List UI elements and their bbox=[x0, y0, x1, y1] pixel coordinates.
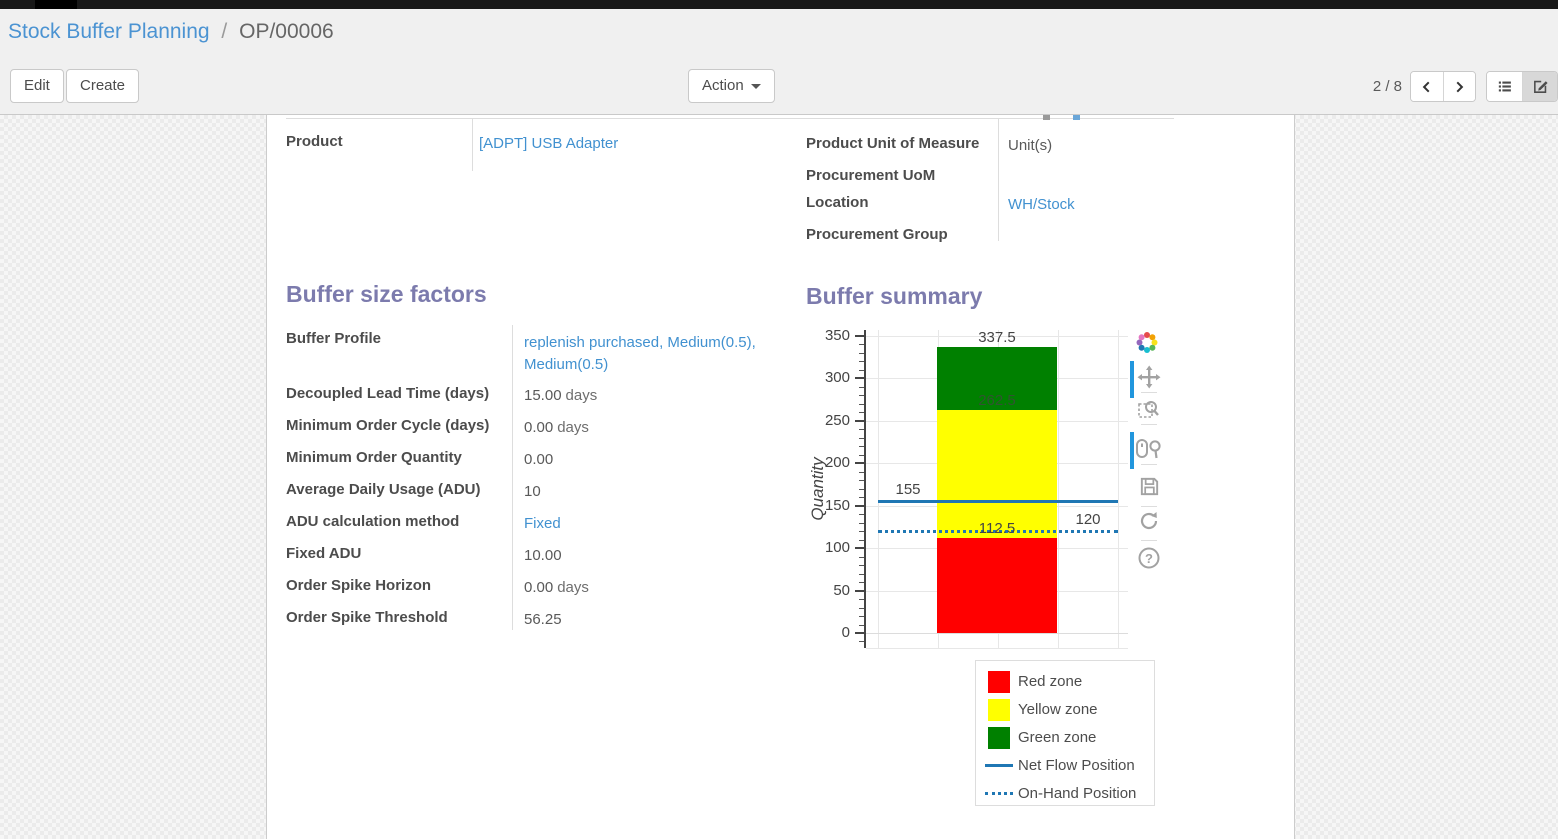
svg-text:?: ? bbox=[1145, 551, 1153, 566]
legend-on-hand-position-label[interactable]: On-Hand Position bbox=[1018, 785, 1137, 802]
chevron-right-icon bbox=[1457, 81, 1464, 92]
order-spike-threshold-label: Order Spike Threshold bbox=[286, 609, 448, 626]
reset-scale-icon bbox=[1140, 512, 1158, 530]
column-separator bbox=[512, 325, 513, 630]
zoom-in-out-button[interactable] bbox=[1135, 437, 1163, 461]
order-spike-horizon-label: Order Spike Horizon bbox=[286, 577, 432, 594]
legend-yellow-zone-swatch[interactable] bbox=[988, 699, 1010, 721]
location-value-link[interactable]: WH/Stock bbox=[1008, 196, 1075, 213]
fixed-adu-label: Fixed ADU bbox=[286, 545, 362, 562]
field-value-number: 0.00 bbox=[524, 579, 554, 596]
pager-next-button[interactable] bbox=[1442, 72, 1475, 101]
legend-red-zone-swatch[interactable] bbox=[988, 671, 1010, 693]
order-spike-threshold-value: 56.25 bbox=[524, 611, 562, 628]
chevron-left-icon bbox=[1422, 81, 1430, 92]
field-value-number: 15.00 bbox=[524, 387, 562, 404]
breadcrumb-parent-link[interactable]: Stock Buffer Planning bbox=[8, 20, 210, 43]
pan-button[interactable] bbox=[1137, 365, 1161, 389]
field-value-number: 0.00 bbox=[524, 419, 554, 436]
min-order-cycle-value: 0.00 days bbox=[524, 418, 589, 438]
create-button[interactable]: Create bbox=[66, 69, 140, 103]
column-separator bbox=[998, 119, 999, 241]
column-separator bbox=[472, 119, 473, 171]
breadcrumb: Stock Buffer Planning / OP/00006 bbox=[8, 20, 334, 44]
legend-green-zone-label[interactable]: Green zone bbox=[1018, 729, 1097, 746]
action-dropdown-button[interactable]: Action bbox=[688, 69, 775, 103]
save-icon bbox=[1140, 477, 1158, 495]
adu-value: 10 bbox=[524, 483, 541, 500]
legend-net-flow-position-swatch[interactable] bbox=[985, 764, 1013, 767]
save-button[interactable] bbox=[1137, 474, 1161, 498]
location-label: Location bbox=[806, 194, 869, 211]
buffer-profile-value-link[interactable]: replenish purchased, Medium(0.5), Medium… bbox=[524, 334, 756, 373]
decoupled-lead-time-label: Decoupled Lead Time (days) bbox=[286, 385, 490, 402]
min-order-cycle-label: Minimum Order Cycle (days) bbox=[286, 417, 490, 434]
modebar-active-indicator bbox=[1130, 361, 1134, 398]
plotly-logo[interactable] bbox=[1135, 330, 1159, 354]
zoom-in-out-icon bbox=[1136, 439, 1161, 459]
fixed-adu-value: 10.00 bbox=[524, 547, 562, 564]
uom-value: Unit(s) bbox=[1008, 137, 1053, 154]
modebar-divider bbox=[1141, 540, 1157, 541]
control-panel: Stock Buffer Planning / OP/00006 Edit Cr… bbox=[0, 9, 1558, 115]
edit-form-icon bbox=[1533, 80, 1548, 93]
adu-label: Average Daily Usage (ADU) bbox=[286, 481, 481, 498]
help-icon: ? bbox=[1138, 547, 1160, 569]
action-label: Action bbox=[702, 77, 744, 94]
product-value-link[interactable]: [ADPT] USB Adapter bbox=[479, 135, 619, 152]
legend-yellow-zone-label[interactable]: Yellow zone bbox=[1018, 701, 1098, 718]
plotly-logo-icon bbox=[1136, 331, 1158, 353]
content-area: Product [ADPT] USB Adapter Product Unit … bbox=[0, 115, 1558, 839]
buffer-profile-label: Buffer Profile bbox=[286, 330, 382, 347]
zoom-box-icon bbox=[1138, 401, 1159, 418]
decoupled-lead-time-value: 15.00 days bbox=[524, 386, 597, 406]
adu-method-value-link[interactable]: Fixed bbox=[524, 515, 561, 532]
order-spike-horizon-value: 0.00 days bbox=[524, 578, 589, 598]
field-value-suffix: days bbox=[557, 419, 589, 436]
legend-green-zone-swatch[interactable] bbox=[988, 727, 1010, 749]
list-view-button[interactable] bbox=[1487, 72, 1522, 101]
field-value-suffix: days bbox=[565, 387, 598, 404]
procurement-uom-label: Procurement UoM bbox=[806, 167, 936, 184]
top-menu-bar bbox=[0, 0, 1558, 9]
clipped-row-border bbox=[286, 118, 1174, 119]
clipped-text-fragment bbox=[1043, 115, 1050, 120]
field-value-suffix: days bbox=[557, 579, 589, 596]
modebar-divider bbox=[1141, 392, 1157, 393]
reset-scale-button[interactable] bbox=[1137, 509, 1161, 533]
legend-net-flow-position-label[interactable]: Net Flow Position bbox=[1018, 757, 1135, 774]
legend-on-hand-position-swatch[interactable] bbox=[985, 792, 1013, 795]
buffer-size-factors-title: Buffer size factors bbox=[286, 281, 487, 307]
help-button[interactable]: ? bbox=[1137, 546, 1161, 570]
list-icon bbox=[1498, 81, 1511, 92]
edit-button[interactable]: Edit bbox=[10, 69, 64, 103]
view-switcher bbox=[1486, 71, 1558, 102]
chevron-down-icon bbox=[750, 83, 761, 89]
legend-red-zone-label[interactable]: Red zone bbox=[1018, 673, 1083, 690]
pan-icon bbox=[1137, 365, 1161, 389]
breadcrumb-separator: / bbox=[221, 20, 228, 43]
modebar-divider bbox=[1141, 464, 1157, 465]
uom-label: Product Unit of Measure bbox=[806, 135, 980, 152]
product-label: Product bbox=[286, 133, 343, 150]
breadcrumb-current: OP/00006 bbox=[239, 20, 334, 43]
adu-method-label: ADU calculation method bbox=[286, 513, 460, 530]
modebar-divider bbox=[1141, 424, 1157, 425]
min-order-qty-value: 0.00 bbox=[524, 451, 554, 468]
form-view-button[interactable] bbox=[1522, 72, 1557, 101]
pager-previous-button[interactable] bbox=[1411, 72, 1443, 101]
min-order-qty-label: Minimum Order Quantity bbox=[286, 449, 462, 466]
pager-buttons bbox=[1410, 71, 1476, 102]
modebar-divider bbox=[1141, 506, 1157, 507]
pager-count: 2 / 8 bbox=[1372, 78, 1402, 95]
procurement-group-label: Procurement Group bbox=[806, 226, 948, 243]
clipped-text-fragment bbox=[1073, 115, 1080, 120]
zoom-button[interactable] bbox=[1137, 397, 1161, 421]
modebar-active-indicator bbox=[1130, 432, 1134, 469]
buffer-summary-title: Buffer summary bbox=[806, 283, 983, 309]
